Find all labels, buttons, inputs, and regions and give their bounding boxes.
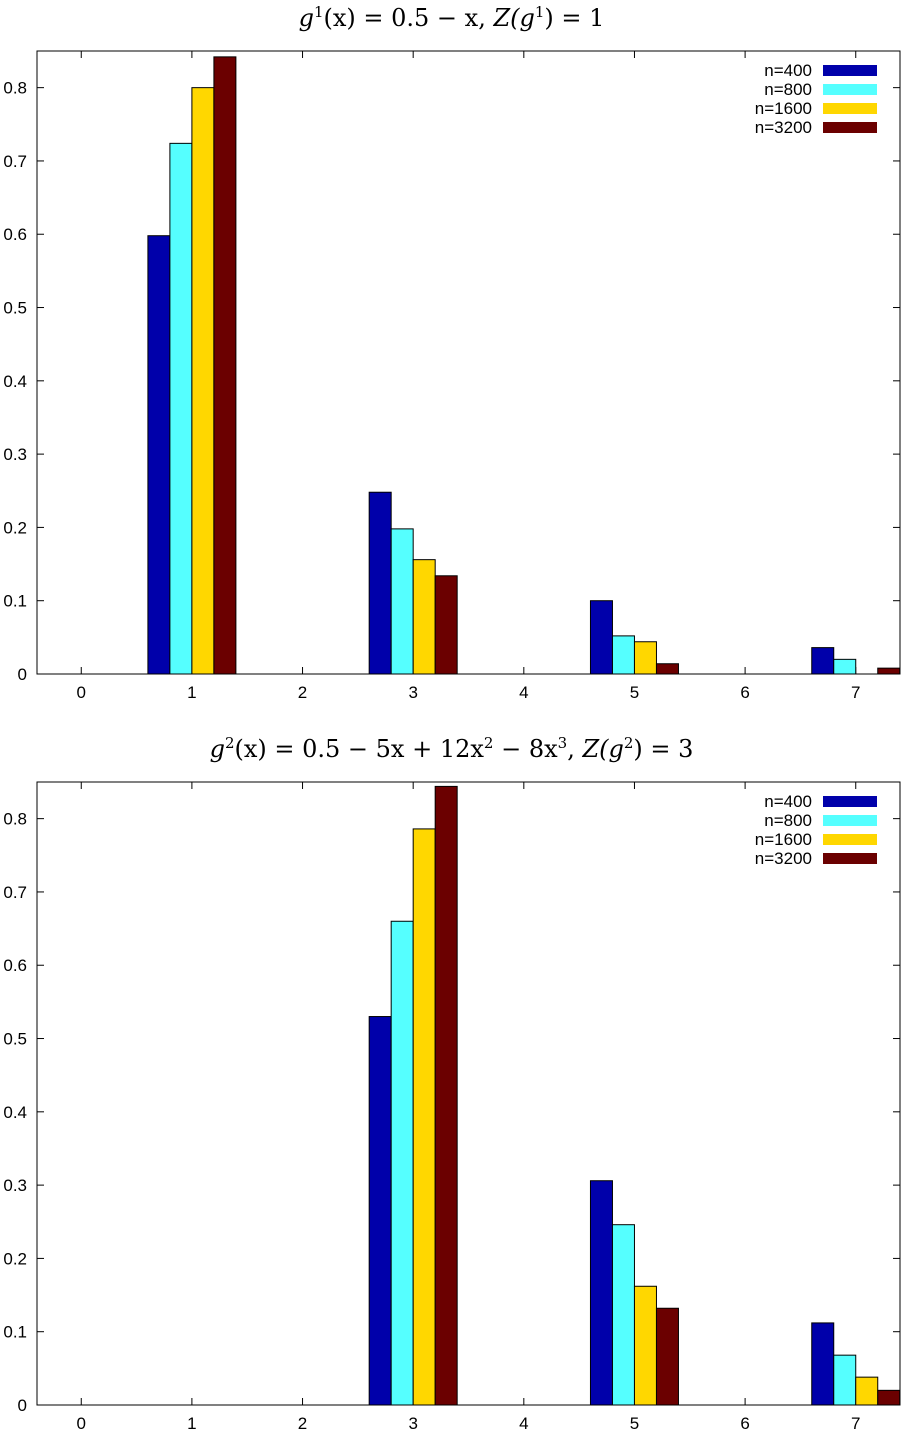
legend-swatch <box>823 84 877 95</box>
bar-n400 <box>147 235 171 675</box>
chart-2-panel: 0 0.1 0.2 0.3 0.4 0.5 0.6 0.7 0.8 0 1 2 3 4 5 6 7 n=400 n=… <box>0 718 903 1437</box>
y-tick-label: 0.2 <box>3 518 27 537</box>
bar-n1600 <box>412 828 436 1406</box>
x-tick-label: 6 <box>740 1414 749 1433</box>
bar-n800 <box>611 1224 635 1406</box>
plot-frame <box>36 781 901 1406</box>
bar-n800 <box>833 658 857 675</box>
chart-1-title: g1(x) = 0.5 − x, Z(g1) = 1 <box>298 3 605 32</box>
bar-n3200 <box>877 667 901 675</box>
x-tick-label: 2 <box>298 1414 307 1433</box>
legend-swatch <box>823 65 877 76</box>
y-tick-label: 0.6 <box>3 225 27 244</box>
y-tick-label: 0.4 <box>3 1103 27 1122</box>
bar-n1600 <box>633 1285 657 1406</box>
x-tick-label: 4 <box>519 683 528 702</box>
legend-label: n=1600 <box>755 99 812 118</box>
bar-n3200 <box>655 663 679 675</box>
x-tick-label: 5 <box>630 683 639 702</box>
legend-label: n=400 <box>764 61 812 80</box>
x-tick-label: 7 <box>851 683 860 702</box>
chart-2-plot: 00.10.20.30.40.50.60.70.80 1 2 3 4 5 6 7n=400n=… <box>3 781 901 1433</box>
bar-n400 <box>368 1016 392 1406</box>
x-tick-label: 7 <box>851 1414 860 1433</box>
bar-n3200 <box>655 1307 679 1406</box>
x-tick-label: 5 <box>630 1414 639 1433</box>
y-tick-label: 0.1 <box>3 1323 27 1342</box>
x-tick-label: 0 <box>77 1414 86 1433</box>
y-tick-label: 0.2 <box>3 1249 27 1268</box>
legend-label: n=800 <box>764 811 812 830</box>
y-tick-label: 0.3 <box>3 1176 27 1195</box>
chart-2-title: g2(x) = 0.5 − 5x + 12x2 − 8x3, Z(g2) = 3 <box>209 734 694 763</box>
bar-n800 <box>611 635 635 675</box>
bar-n800 <box>833 1354 857 1406</box>
legend-swatch <box>823 103 877 114</box>
bar-n1600 <box>412 559 436 675</box>
bar-n3200 <box>213 56 237 675</box>
y-tick-label: 0.3 <box>3 445 27 464</box>
x-tick-label: 6 <box>740 683 749 702</box>
y-tick-label: 0.8 <box>3 810 27 829</box>
x-tick-label: 1 <box>187 683 196 702</box>
y-tick-label: 0 <box>18 1396 27 1415</box>
bar-n800 <box>390 920 414 1406</box>
x-tick-label: 4 <box>519 1414 528 1433</box>
x-tick-label: 3 <box>408 683 417 702</box>
legend-label: n=3200 <box>755 849 812 868</box>
legend-swatch <box>823 834 877 845</box>
legend-label: n=400 <box>764 792 812 811</box>
chart-1-plot: 00.10.20.30.40.50.60.70.80 1 2 3 4 5 6 7n=400n=… <box>3 50 901 702</box>
y-tick-label: 0.5 <box>3 299 27 318</box>
x-tick-label: 3 <box>408 1414 417 1433</box>
bar-n800 <box>390 528 414 675</box>
chart-1-panel: 0 0.1 0.2 0.3 0.4 0.5 0.6 0.7 0.8 0 1 2 3 4 5 6 7 n=400 n=… <box>0 0 903 718</box>
y-tick-label: 0.7 <box>3 152 27 171</box>
bar-n400 <box>589 600 613 675</box>
bar-n1600 <box>191 87 215 675</box>
x-tick-label: 0 <box>77 683 86 702</box>
bar-n3200 <box>434 575 458 675</box>
bar-n400 <box>589 1180 613 1406</box>
bar-n3200 <box>877 1389 901 1406</box>
bar-n400 <box>368 491 392 675</box>
bar-n1600 <box>633 641 657 675</box>
y-tick-label: 0.1 <box>3 592 27 611</box>
bar-n400 <box>811 1322 835 1406</box>
legend-label: n=3200 <box>755 118 812 137</box>
x-tick-label: 2 <box>298 683 307 702</box>
legend-swatch <box>823 853 877 864</box>
y-tick-label: 0.8 <box>3 79 27 98</box>
legend-swatch <box>823 122 877 133</box>
legend-swatch <box>823 796 877 807</box>
bar-n1600 <box>855 1376 879 1406</box>
legend-label: n=800 <box>764 80 812 99</box>
plot-frame <box>36 50 901 675</box>
y-tick-label: 0 <box>18 665 27 684</box>
y-tick-label: 0.7 <box>3 883 27 902</box>
y-tick-label: 0.5 <box>3 1030 27 1049</box>
legend-swatch <box>823 815 877 826</box>
bar-n800 <box>169 142 193 675</box>
x-tick-label: 1 <box>187 1414 196 1433</box>
bar-n400 <box>811 647 835 675</box>
legend-label: n=1600 <box>755 830 812 849</box>
y-tick-label: 0.4 <box>3 372 27 391</box>
bar-n3200 <box>434 785 458 1406</box>
y-tick-label: 0.6 <box>3 956 27 975</box>
